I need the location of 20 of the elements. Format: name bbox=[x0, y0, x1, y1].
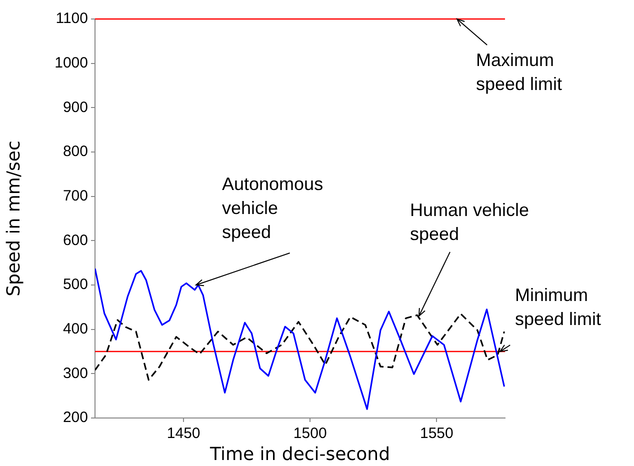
ref-line-label: Minimum speed limit bbox=[515, 284, 602, 331]
x-tick-label: 1550 bbox=[420, 425, 454, 442]
y-tick-label: 700 bbox=[62, 187, 88, 204]
annotation: Autonomous vehicle speed bbox=[222, 173, 324, 244]
line-series bbox=[95, 313, 505, 381]
y-tick-label: 200 bbox=[62, 409, 88, 426]
y-tick-label: 800 bbox=[62, 143, 88, 160]
x-tick-label: 1450 bbox=[166, 425, 200, 442]
x-axis-title: Time in deci-second bbox=[209, 444, 390, 465]
annotation: Human vehicle speed bbox=[410, 199, 530, 246]
y-tick-label: 300 bbox=[62, 364, 88, 382]
ref-line-label: Maximum speed limit bbox=[476, 49, 564, 96]
y-tick-label: 1000 bbox=[54, 54, 88, 72]
y-tick-label: 600 bbox=[62, 232, 88, 249]
x-tick-label: 1500 bbox=[293, 425, 327, 442]
y-tick-label: 400 bbox=[62, 320, 88, 338]
y-tick-label: 900 bbox=[62, 98, 88, 116]
y-tick-label: 500 bbox=[62, 276, 88, 294]
y-tick-label: 1100 bbox=[56, 10, 88, 28]
y-axis-title: Speed in mm/sec bbox=[3, 140, 24, 296]
